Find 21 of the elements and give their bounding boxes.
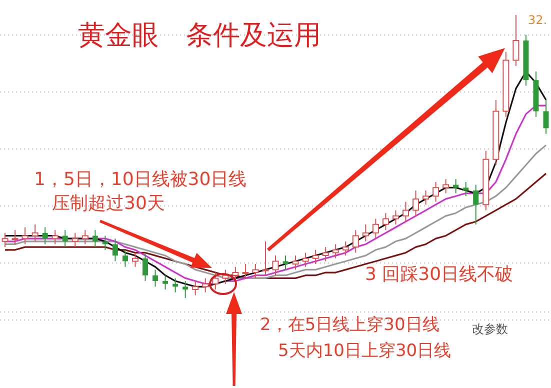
annotation: 32. [528,12,548,28]
text: 2，在5日线上穿30日线 [260,314,440,337]
candlestick [42,226,48,245]
candlestick [112,238,118,262]
annotation: 1，5日，10日线被30日线 [34,168,247,192]
candlestick [463,181,469,197]
text: 5天内10日上穿30日线 [278,340,452,363]
candlestick [122,249,128,268]
candlestick [152,269,158,288]
candlestick [182,280,188,298]
candlestick [162,274,168,290]
candlestick [543,99,549,134]
candlestick [62,230,68,248]
candlestick [92,230,98,248]
candlestick [473,184,479,225]
annotation: 压制超过30天 [52,192,165,216]
annotation: 3 回踩30日线不破 [365,263,514,287]
text: 改参数 [472,321,508,338]
candlestick [142,252,148,282]
chart-title: 黄金眼 条件及运用 [78,19,321,53]
candlestick [282,255,288,270]
